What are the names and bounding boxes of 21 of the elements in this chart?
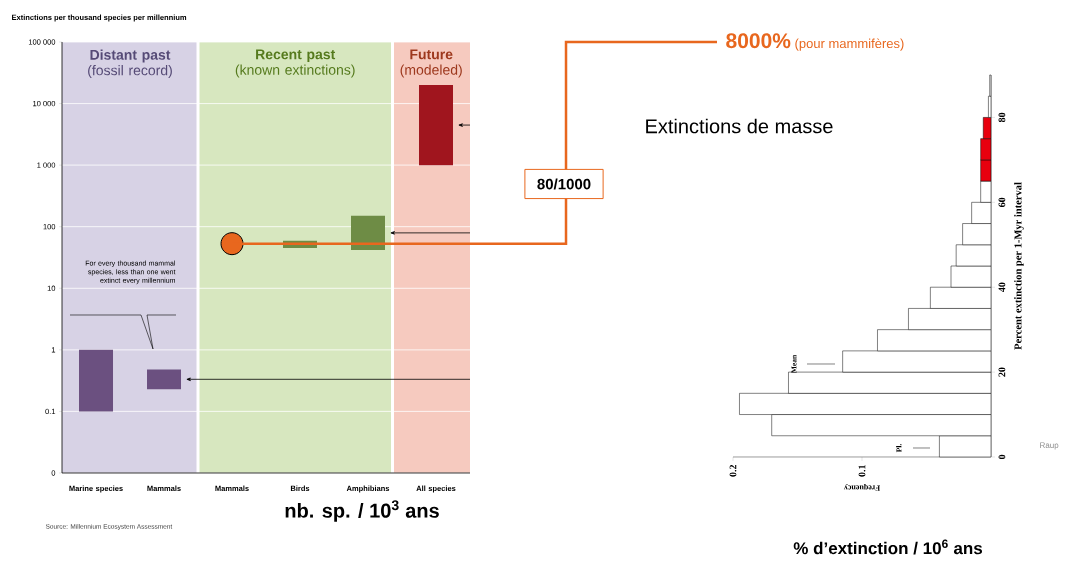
y-axis-title: Percent extinction per 1-Myr interval bbox=[1014, 182, 1024, 350]
text: 80/1000 bbox=[537, 178, 591, 190]
y-tick-label: 0 bbox=[998, 454, 1006, 460]
bar bbox=[147, 369, 182, 390]
bar bbox=[351, 215, 386, 250]
text: Raup bbox=[1040, 442, 1059, 450]
annotation: Future (modeled) bbox=[400, 49, 462, 78]
bar bbox=[419, 85, 453, 166]
y-tick-label: 80 bbox=[998, 112, 1006, 123]
text: nb. sp. / 10$^{3}$ ans bbox=[285, 500, 439, 522]
bar bbox=[79, 349, 114, 412]
y-tick-label: 20 bbox=[998, 367, 1006, 377]
annotation: Distant past (fossil record) bbox=[88, 49, 172, 79]
y-tick-label: 60 bbox=[998, 197, 1006, 207]
x-axis-title: Frequency bbox=[843, 483, 881, 491]
x-tick-label: 0.2 bbox=[729, 464, 737, 477]
text: % d’extinction / 10$^{6}$ ans bbox=[793, 539, 983, 555]
text: Extinctions de masse bbox=[646, 118, 833, 134]
text: 8000% (pour mammifères) bbox=[726, 33, 904, 51]
annotation: Recent past (known extinctions) bbox=[235, 49, 355, 78]
y-tick-label: 40 bbox=[998, 282, 1006, 293]
